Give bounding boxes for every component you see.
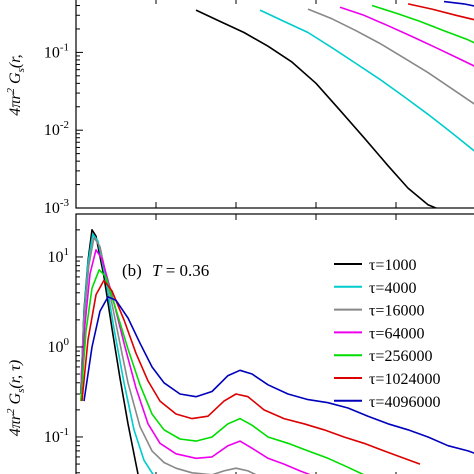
- y-tick-label: 100: [48, 336, 70, 356]
- series-line-3: [80, 249, 311, 474]
- y-axis-label-exp: 2: [5, 408, 17, 414]
- series-line-5: [407, 3, 474, 21]
- y-axis-label-g: G: [7, 72, 24, 88]
- series-line-5: [81, 279, 421, 465]
- y-axis-label-g: G: [7, 392, 24, 408]
- y-axis-label-coef: 4π: [7, 99, 24, 116]
- legend-label-3: τ=64000: [369, 325, 424, 342]
- series-line-6: [83, 296, 474, 454]
- y-axis-label-r: r: [7, 93, 24, 100]
- y-tick-base: 10: [44, 44, 60, 61]
- series-line-4: [371, 4, 474, 44]
- y-tick-exponent: 1: [64, 246, 70, 258]
- y-axis-label-sub: s: [15, 68, 27, 72]
- legend: τ=1000 τ=4000 τ=16000 τ=64000 τ=256000 τ=1024…: [334, 257, 440, 411]
- legend-label-5: τ=1024000: [369, 371, 440, 388]
- y-axis-label-sub: s: [15, 389, 27, 393]
- y-axis-label-coef: 4π: [7, 419, 24, 436]
- y-tick-exponent: -3: [60, 197, 70, 209]
- y-tick-label: 10-3: [44, 197, 70, 217]
- y-tick-base: 10: [48, 249, 64, 266]
- series-line-6: [443, 0, 474, 7]
- series-line-2: [80, 236, 257, 474]
- y-tick-exponent: -1: [60, 41, 69, 53]
- y-tick-base: 10: [44, 429, 60, 446]
- temperature-value: = 0.36: [161, 261, 209, 280]
- legend-label-0: τ=1000: [369, 257, 416, 274]
- y-tick-exponent: 0: [64, 336, 70, 348]
- y-axis-label: 4πr2 Gs(r, τ): [5, 360, 27, 436]
- y-axis-label-r: r: [7, 413, 24, 420]
- legend-label-2: τ=16000: [369, 303, 424, 320]
- series-line-1: [80, 233, 154, 474]
- y-axis-label-args: (r, τ): [7, 360, 24, 389]
- legend-label-6: τ=4096000: [369, 394, 440, 411]
- y-tick-exponent: -2: [60, 119, 69, 131]
- y-tick-label: 10-2: [44, 119, 69, 139]
- y-tick-base: 10: [44, 200, 60, 217]
- series-group: [195, 0, 474, 208]
- legend-label-1: τ=4000: [369, 280, 416, 297]
- y-tick-base: 10: [44, 122, 60, 139]
- panel-label: (b): [122, 261, 142, 280]
- series-line-4: [80, 269, 365, 474]
- plot-frame: [75, 0, 474, 209]
- plot-frame: [75, 213, 474, 474]
- legend-label-4: τ=256000: [369, 348, 432, 365]
- series-line-0: [195, 9, 438, 208]
- y-tick-exponent: -1: [60, 426, 69, 438]
- y-axis-label-args: (r,: [7, 54, 24, 68]
- series-group: [80, 229, 474, 474]
- y-axis-label-exp: 2: [5, 87, 17, 93]
- series-line-2: [307, 8, 474, 105]
- y-tick-label: 10-1: [44, 426, 69, 446]
- series-line-1: [259, 9, 474, 152]
- y-tick-base: 10: [48, 339, 64, 356]
- y-axis-label: 4πr2 Gs(r,: [5, 54, 27, 115]
- y-tick-label: 10-1: [44, 41, 69, 61]
- series-line-3: [339, 6, 474, 67]
- y-tick-label: 101: [48, 246, 70, 266]
- temperature-label: T = 0.36: [152, 261, 209, 280]
- temperature-variable: T: [152, 261, 163, 280]
